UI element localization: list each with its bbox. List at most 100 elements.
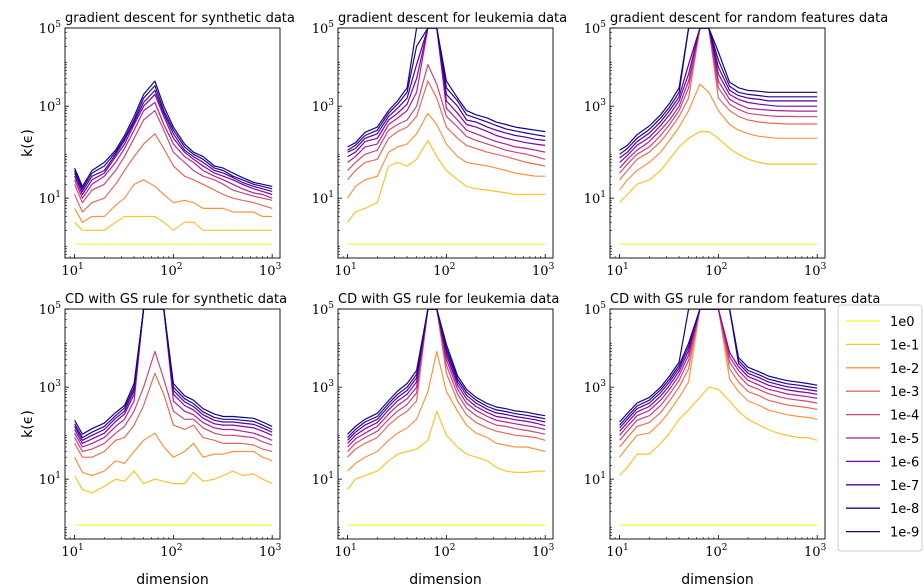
series-line-1e-9 [74, 80, 273, 187]
y-tick-label: 101 [584, 190, 606, 207]
series-line-1e-1 [619, 386, 818, 476]
y-tick-label: 101 [39, 190, 61, 207]
x-tick-label: 102 [160, 262, 182, 279]
series-line-1e-4 [347, 309, 546, 452]
series-line-1e-4 [74, 350, 273, 453]
series-line-1e-8 [74, 84, 273, 190]
y-tick-label: 105 [39, 301, 62, 318]
series-line-1e-8 [619, 28, 818, 155]
y-tick-label: 105 [39, 20, 62, 37]
y-tick-label: 103 [584, 98, 607, 115]
panel-title: gradient descent for synthetic data [65, 11, 295, 26]
series-line-1e-2 [74, 432, 273, 477]
series-line-1e-7 [74, 89, 273, 192]
series-line-1e-9 [619, 28, 818, 151]
panel-5: 101 103 105 101 102 103 CD with GS rule for le… [312, 292, 560, 587]
series-line-1e-6 [74, 309, 273, 444]
series-line-1e-9 [619, 309, 818, 423]
y-tick-label: 103 [39, 98, 62, 115]
y-tick-label: 103 [39, 379, 62, 396]
series-line-1e-9 [347, 309, 546, 435]
x-tick-label: 101 [606, 262, 628, 279]
y-tick-label: 103 [312, 379, 335, 396]
series-line-1e-2 [619, 309, 818, 458]
x-tick-label: 102 [705, 262, 727, 279]
series-line-1e-5 [619, 309, 818, 436]
series-group [347, 309, 546, 526]
series-line-1e-9 [347, 28, 546, 148]
y-tick-label: 105 [584, 301, 607, 318]
legend-entry-1e0: 1e0 [890, 315, 915, 330]
y-tick-label: 101 [312, 471, 334, 488]
series-line-1e-3 [74, 133, 273, 213]
series-line-1e-5 [347, 309, 546, 448]
plot-frame [609, 308, 826, 540]
panel-title: CD with GS rule for leukemia data [338, 292, 559, 307]
legend-entry-1e-5: 1e-5 [890, 432, 919, 447]
panel-1: 101 103 105 101 102 103 gradient descent for s… [20, 11, 295, 279]
series-line-1e-7 [347, 309, 546, 441]
series-line-1e-6 [619, 28, 818, 163]
series-line-1e-4 [347, 63, 546, 171]
x-tick-label: 103 [259, 262, 282, 279]
legend: 1e0 1e-1 1e-2 1e-3 1e-4 1e-5 1e-6 1e-7 1e-8 1e-9 [837, 304, 923, 552]
series-line-1e-1 [347, 139, 546, 223]
series-line-1e-6 [347, 309, 546, 444]
series-line-1e-7 [74, 309, 273, 441]
plot-frame [609, 27, 826, 259]
series-group [347, 28, 546, 245]
x-tick-label: 103 [259, 543, 282, 560]
legend-entry-1e-4: 1e-4 [890, 409, 919, 424]
series-line-1e-4 [619, 28, 818, 174]
series-line-1e-2 [74, 179, 273, 223]
series-line-1e-1 [347, 410, 546, 490]
y-axis-label: k(ϵ) [20, 129, 36, 157]
y-tick-label: 103 [584, 379, 607, 396]
series-line-1e-8 [74, 309, 273, 439]
series-line-1e-5 [74, 309, 273, 448]
series-line-1e-5 [74, 101, 273, 199]
series-line-1e-8 [347, 309, 546, 439]
series-line-1e-8 [619, 309, 818, 426]
x-tick-label: 103 [804, 262, 827, 279]
x-tick-label: 101 [61, 262, 83, 279]
legend-entry-1e-1: 1e-1 [890, 338, 919, 353]
y-tick-label: 105 [312, 301, 335, 318]
panel-title: gradient descent for random features dat… [610, 11, 888, 26]
series-line-1e-6 [74, 93, 273, 196]
legend-entry-1e-7: 1e-7 [890, 479, 919, 494]
x-axis-label: dimension [409, 572, 482, 587]
x-tick-label: 102 [705, 543, 727, 560]
series-group [619, 28, 818, 245]
x-tick-label: 103 [804, 543, 827, 560]
panel-title: gradient descent for leukemia data [338, 11, 567, 26]
series-line-1e-7 [347, 28, 546, 153]
series-group [74, 80, 273, 245]
series-line-1e-1 [619, 131, 818, 204]
y-axis-label: k(ϵ) [20, 410, 36, 438]
plot-frame [337, 27, 554, 259]
x-axis-label: dimension [136, 572, 209, 587]
series-line-1e-3 [619, 28, 818, 181]
x-tick-label: 102 [160, 543, 182, 560]
legend-entry-1e-6: 1e-6 [890, 455, 919, 470]
panel-title: CD with GS rule for synthetic data [65, 292, 287, 307]
series-line-1e-2 [347, 112, 546, 199]
series-line-1e-1 [74, 215, 273, 231]
y-tick-label: 105 [584, 20, 607, 37]
series-line-1e-6 [347, 28, 546, 158]
panel-3: 101 103 105 101 102 103 gradient descent for r… [584, 11, 889, 279]
series-line-1e-9 [74, 309, 273, 435]
series-line-1e-2 [347, 350, 546, 472]
panel-6: 101 103 105 101 102 103 CD with GS rule for ra… [584, 292, 881, 587]
series-line-1e-5 [347, 28, 546, 163]
series-line-1e-3 [74, 372, 273, 458]
series-line-1e-8 [347, 28, 546, 151]
series-line-1e-7 [619, 28, 818, 159]
series-group [74, 309, 273, 526]
series-line-1e-5 [619, 28, 818, 169]
series-group [619, 309, 818, 526]
y-tick-label: 103 [312, 98, 335, 115]
x-tick-label: 101 [334, 543, 356, 560]
series-line-1e-3 [619, 309, 818, 448]
